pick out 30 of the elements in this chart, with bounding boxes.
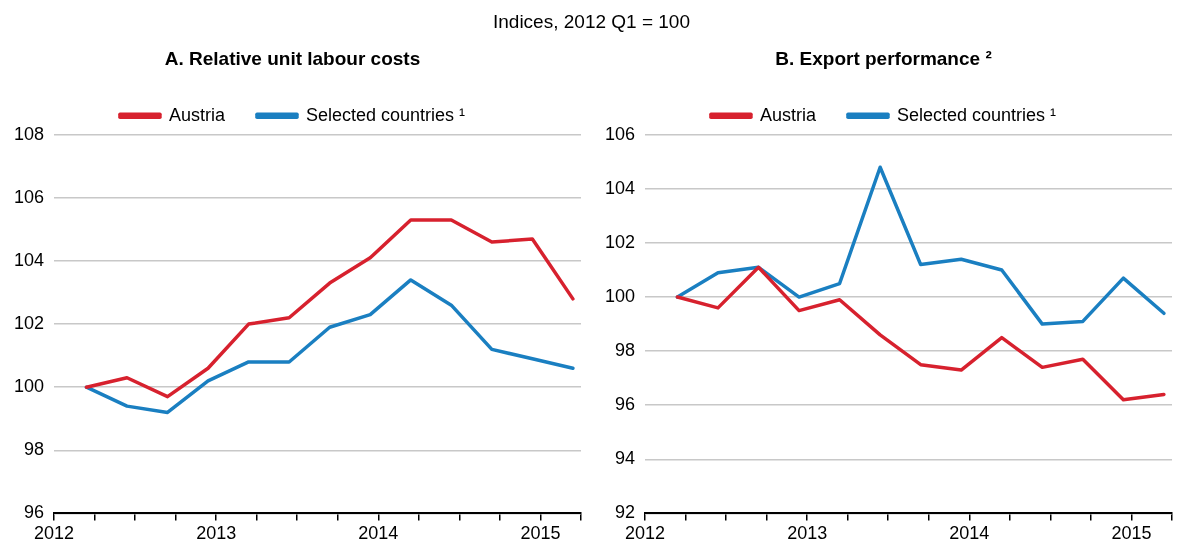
x-tick-label: 2015 (1111, 523, 1152, 544)
y-tick-label: 98 (24, 439, 45, 460)
x-tick-label: 2012 (625, 523, 666, 544)
x-tick-label: 2013 (196, 523, 237, 544)
x-tick-label: 2015 (520, 523, 561, 544)
y-tick-label: 106 (604, 123, 636, 144)
legend-label: Austria (168, 104, 226, 125)
x-tick-label: 2013 (787, 523, 828, 544)
y-tick-label: 100 (604, 286, 636, 307)
x-tick-label: 2014 (358, 523, 399, 544)
x-tick-label: 2012 (34, 523, 75, 544)
y-tick-label: 100 (13, 376, 45, 397)
chart-title: B. Export performance ² (775, 47, 992, 69)
chart-subtitle: Indices, 2012 Q1 = 100 (492, 10, 691, 34)
legend-label: Selected countries ¹ (896, 104, 1057, 125)
y-tick-label: 102 (13, 313, 45, 334)
chart-title: A. Relative unit labour costs (164, 47, 421, 69)
y-tick-label: 98 (615, 340, 636, 361)
legend-label: Austria (759, 104, 817, 125)
y-tick-label: 92 (615, 502, 636, 523)
y-tick-label: 106 (13, 186, 45, 207)
y-tick-label: 102 (604, 231, 636, 252)
y-tick-label: 104 (604, 177, 636, 198)
y-tick-label: 108 (13, 123, 45, 144)
x-tick-label: 2014 (949, 523, 990, 544)
y-tick-label: 104 (13, 249, 45, 270)
legend-label: Selected countries ¹ (305, 104, 466, 125)
y-tick-label: 94 (615, 448, 636, 469)
y-tick-label: 96 (24, 502, 45, 523)
y-tick-label: 96 (615, 394, 636, 415)
